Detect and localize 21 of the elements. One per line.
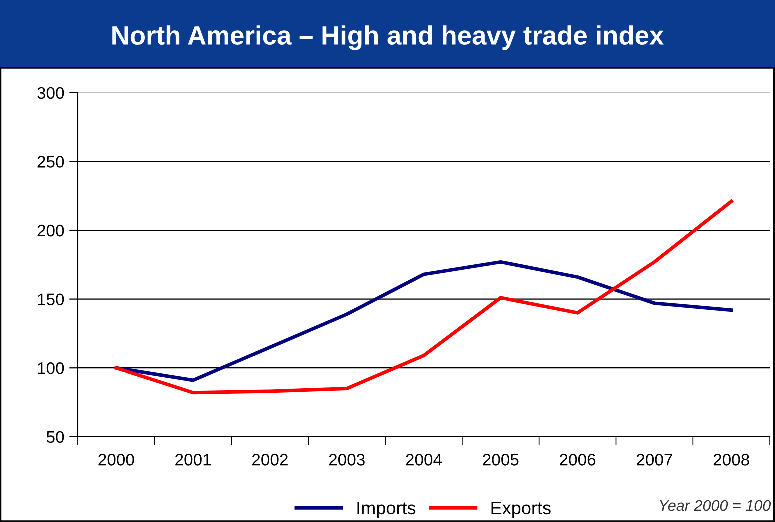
x-tick-label: 2003: [329, 454, 365, 466]
y-tick-label: 100: [38, 362, 64, 374]
chart-title: North America – High and heavy trade index: [112, 26, 664, 50]
y-tick-label: 300: [38, 87, 64, 100]
y-tick-label: 200: [38, 224, 64, 237]
y-tick-label: 150: [38, 294, 64, 306]
x-tick-label: 2005: [483, 454, 519, 466]
legend-label: Imports: [358, 502, 416, 518]
x-tick-label: 2000: [98, 454, 134, 466]
x-tick-label: 2002: [252, 454, 288, 466]
x-tick-label: 2004: [406, 454, 442, 466]
y-tick-label: 50: [46, 431, 64, 444]
line-series: [114, 260, 734, 382]
x-tick-label: 2008: [714, 454, 750, 466]
x-tick-label: 2006: [560, 454, 596, 466]
legend-label: Exports: [492, 502, 551, 518]
line-series: [114, 200, 734, 395]
y-tick-label: 250: [38, 156, 64, 168]
text: Year 2000 = 100: [660, 500, 772, 512]
x-tick-label: 2001: [176, 454, 212, 466]
x-tick-label: 2007: [636, 454, 672, 466]
